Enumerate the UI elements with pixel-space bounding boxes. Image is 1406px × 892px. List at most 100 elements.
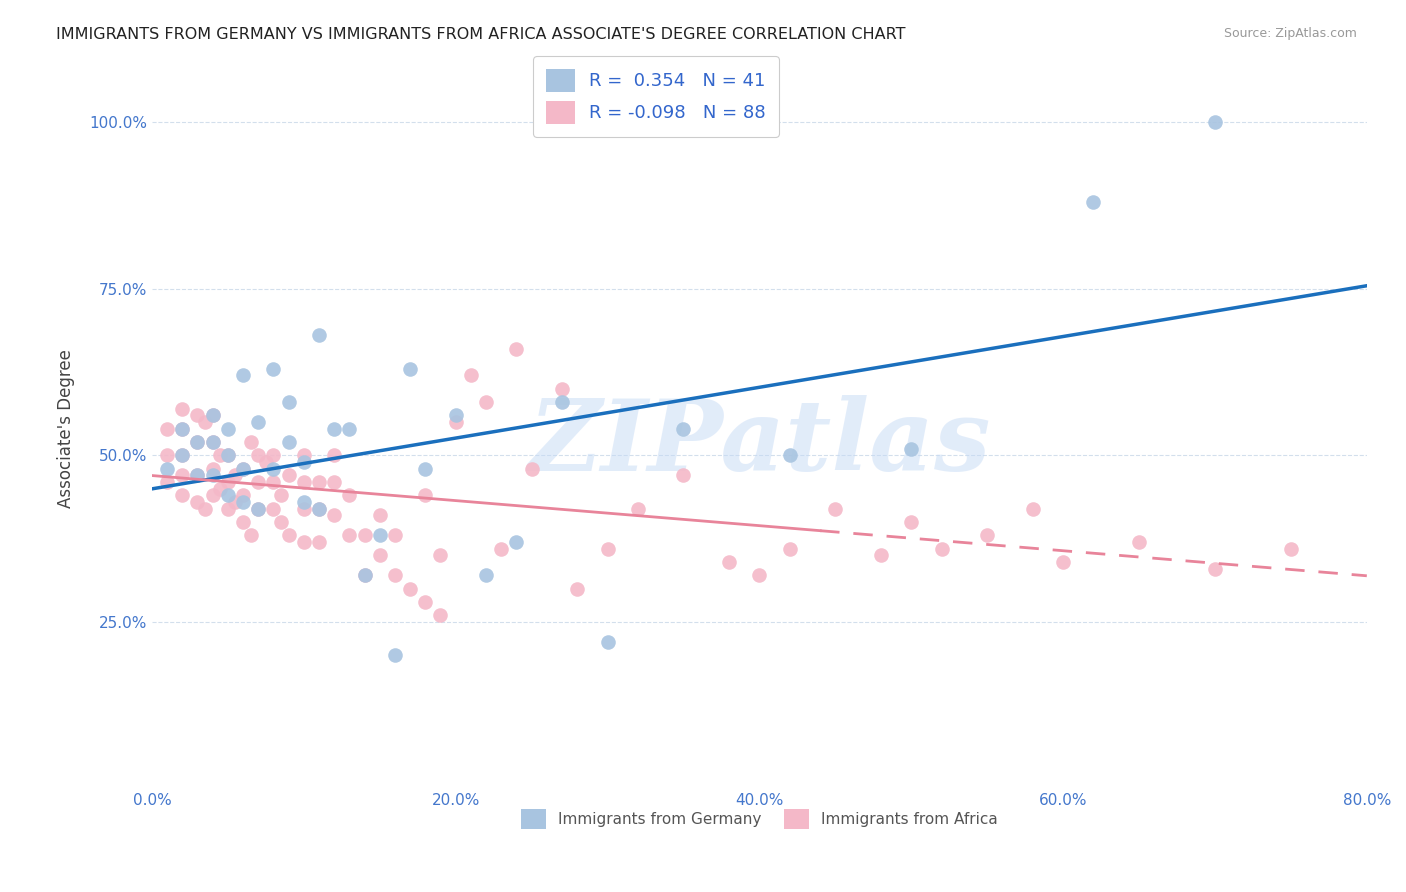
Point	[186, 468, 208, 483]
Point	[172, 448, 194, 462]
Point	[353, 528, 375, 542]
Point	[460, 368, 482, 383]
Point	[308, 501, 330, 516]
Point	[413, 595, 436, 609]
Point	[323, 475, 346, 489]
Text: ZIPatlas: ZIPatlas	[529, 394, 991, 491]
Point	[277, 468, 299, 483]
Point	[262, 461, 284, 475]
Y-axis label: Associate's Degree: Associate's Degree	[58, 349, 75, 508]
Point	[186, 408, 208, 422]
Point	[172, 468, 194, 483]
Point	[217, 421, 239, 435]
Point	[262, 361, 284, 376]
Point	[444, 408, 467, 422]
Point	[308, 501, 330, 516]
Point	[224, 495, 246, 509]
Point	[262, 448, 284, 462]
Point	[1128, 534, 1150, 549]
Point	[247, 501, 270, 516]
Point	[475, 395, 498, 409]
Point	[270, 515, 292, 529]
Point	[551, 382, 574, 396]
Point	[384, 528, 406, 542]
Point	[217, 475, 239, 489]
Point	[976, 528, 998, 542]
Point	[247, 415, 270, 429]
Point	[444, 415, 467, 429]
Point	[186, 495, 208, 509]
Point	[1022, 501, 1045, 516]
Point	[384, 568, 406, 582]
Point	[156, 448, 179, 462]
Point	[353, 568, 375, 582]
Point	[262, 475, 284, 489]
Point	[217, 448, 239, 462]
Point	[779, 541, 801, 556]
Point	[779, 448, 801, 462]
Point	[489, 541, 512, 556]
Point	[308, 328, 330, 343]
Point	[232, 495, 254, 509]
Point	[323, 448, 346, 462]
Point	[1083, 194, 1105, 209]
Point	[277, 528, 299, 542]
Point	[505, 534, 527, 549]
Text: Source: ZipAtlas.com: Source: ZipAtlas.com	[1223, 27, 1357, 40]
Point	[627, 501, 650, 516]
Point	[308, 534, 330, 549]
Point	[194, 501, 217, 516]
Point	[186, 434, 208, 449]
Point	[824, 501, 846, 516]
Point	[239, 434, 262, 449]
Point	[475, 568, 498, 582]
Point	[277, 434, 299, 449]
Point	[292, 534, 315, 549]
Point	[232, 461, 254, 475]
Point	[870, 548, 893, 562]
Point	[270, 488, 292, 502]
Point	[1204, 115, 1226, 129]
Point	[413, 488, 436, 502]
Point	[224, 468, 246, 483]
Point	[201, 408, 224, 422]
Point	[172, 448, 194, 462]
Point	[232, 515, 254, 529]
Point	[672, 421, 695, 435]
Point	[931, 541, 953, 556]
Point	[217, 501, 239, 516]
Point	[156, 475, 179, 489]
Point	[232, 368, 254, 383]
Point	[413, 461, 436, 475]
Point	[156, 421, 179, 435]
Point	[323, 421, 346, 435]
Point	[239, 528, 262, 542]
Point	[172, 421, 194, 435]
Point	[429, 548, 451, 562]
Point	[254, 455, 277, 469]
Point	[1279, 541, 1302, 556]
Legend: Immigrants from Germany, Immigrants from Africa: Immigrants from Germany, Immigrants from…	[515, 803, 1004, 835]
Point	[429, 608, 451, 623]
Point	[217, 448, 239, 462]
Point	[900, 442, 922, 456]
Point	[156, 461, 179, 475]
Point	[353, 568, 375, 582]
Point	[201, 488, 224, 502]
Point	[186, 468, 208, 483]
Point	[172, 401, 194, 416]
Point	[186, 434, 208, 449]
Point	[217, 488, 239, 502]
Point	[565, 582, 588, 596]
Point	[201, 408, 224, 422]
Point	[292, 448, 315, 462]
Point	[551, 395, 574, 409]
Point	[520, 461, 543, 475]
Point	[172, 421, 194, 435]
Point	[337, 421, 360, 435]
Point	[209, 482, 232, 496]
Point	[505, 342, 527, 356]
Point	[209, 448, 232, 462]
Text: IMMIGRANTS FROM GERMANY VS IMMIGRANTS FROM AFRICA ASSOCIATE'S DEGREE CORRELATION: IMMIGRANTS FROM GERMANY VS IMMIGRANTS FR…	[56, 27, 905, 42]
Point	[384, 648, 406, 663]
